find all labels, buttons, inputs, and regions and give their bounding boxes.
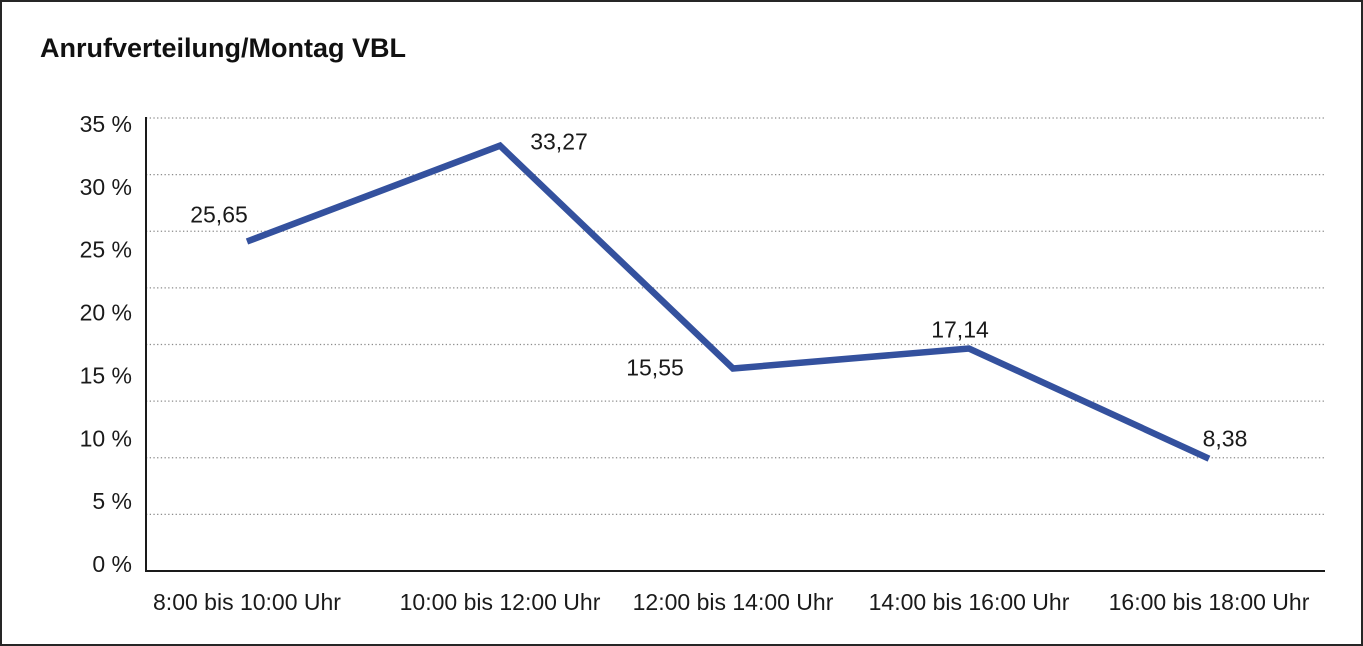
data-point-labels: 25,65 33,27 15,55 17,14 8,38	[190, 129, 1247, 452]
y-axis-tick-label: 30 %	[80, 174, 132, 200]
y-axis-tick-label: 20 %	[80, 300, 132, 326]
data-point-label: 17,14	[931, 317, 989, 343]
y-axis-tick-label: 0 %	[92, 551, 132, 577]
data-series	[245, 141, 1211, 462]
series-line	[245, 141, 1211, 462]
x-axis-category-label: 16:00 bis 18:00 Uhr	[1109, 589, 1310, 615]
y-axis-tick-label: 35 %	[80, 111, 132, 137]
x-axis-category-label: 14:00 bis 16:00 Uhr	[869, 589, 1070, 615]
data-point-label: 25,65	[190, 202, 248, 228]
x-axis-category-label: 8:00 bis 10:00 Uhr	[153, 589, 341, 615]
x-axis-category-label: 10:00 bis 12:00 Uhr	[400, 589, 601, 615]
data-point-label: 33,27	[530, 129, 588, 155]
chart-title: Anrufverteilung/Montag VBL	[40, 33, 406, 63]
x-axis-category-label: 12:00 bis 14:00 Uhr	[633, 589, 834, 615]
y-axis-tick-label: 25 %	[80, 237, 132, 263]
y-axis-tick-label: 10 %	[80, 425, 132, 451]
y-axis-tick-label: 5 %	[92, 488, 132, 514]
gridlines	[146, 117, 1325, 516]
y-axis-labels: 35 % 30 % 25 % 20 % 15 % 10 % 5 % 0 %	[80, 111, 132, 577]
y-axis-tick-label: 15 %	[80, 362, 132, 388]
axes	[145, 117, 1325, 572]
data-point-label: 15,55	[626, 355, 684, 381]
data-point-label: 8,38	[1203, 426, 1248, 452]
x-axis-labels: 8:00 bis 10:00 Uhr 10:00 bis 12:00 Uhr 12:…	[153, 589, 1310, 615]
